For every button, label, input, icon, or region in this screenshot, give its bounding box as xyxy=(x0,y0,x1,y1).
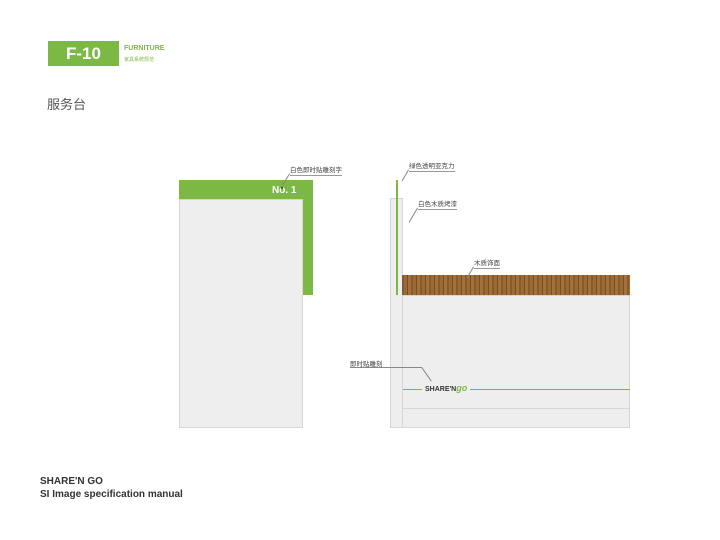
section-code-badge: F-10 xyxy=(48,41,119,66)
leader-line xyxy=(350,367,422,368)
green-acrylic-strip xyxy=(396,180,398,295)
leader-line xyxy=(408,207,418,223)
label-sticker: 即时贴雕刻 xyxy=(350,360,383,368)
leader-line xyxy=(401,169,409,182)
page-title: 服务台 xyxy=(47,98,87,113)
category-sublabel: 家具系统规范 xyxy=(124,57,155,63)
footer-subtitle: SI Image specification manual xyxy=(40,489,183,500)
white-board xyxy=(179,199,303,428)
logo-text: SHARE'N xyxy=(425,386,457,393)
label-wood-veneer: 木质饰面 xyxy=(474,259,500,269)
counter-front xyxy=(402,295,630,428)
logo: SHARE'Ngo xyxy=(422,383,471,393)
label-white-paint: 白色木质烤漆 xyxy=(418,200,457,210)
number-text: No. 1 xyxy=(272,185,297,196)
leader-dot xyxy=(281,187,283,189)
logo-go: go xyxy=(456,383,468,393)
counter-divider xyxy=(402,408,630,409)
green-line xyxy=(403,389,630,390)
wood-top xyxy=(402,275,630,295)
footer-brand: SHARE'N GO xyxy=(40,476,103,487)
category-label: FURNITURE xyxy=(124,45,165,52)
label-green-acrylic: 绿色透明亚克力 xyxy=(409,162,455,172)
label-white-sticker-text: 白色即时贴雕刻字 xyxy=(290,166,342,176)
